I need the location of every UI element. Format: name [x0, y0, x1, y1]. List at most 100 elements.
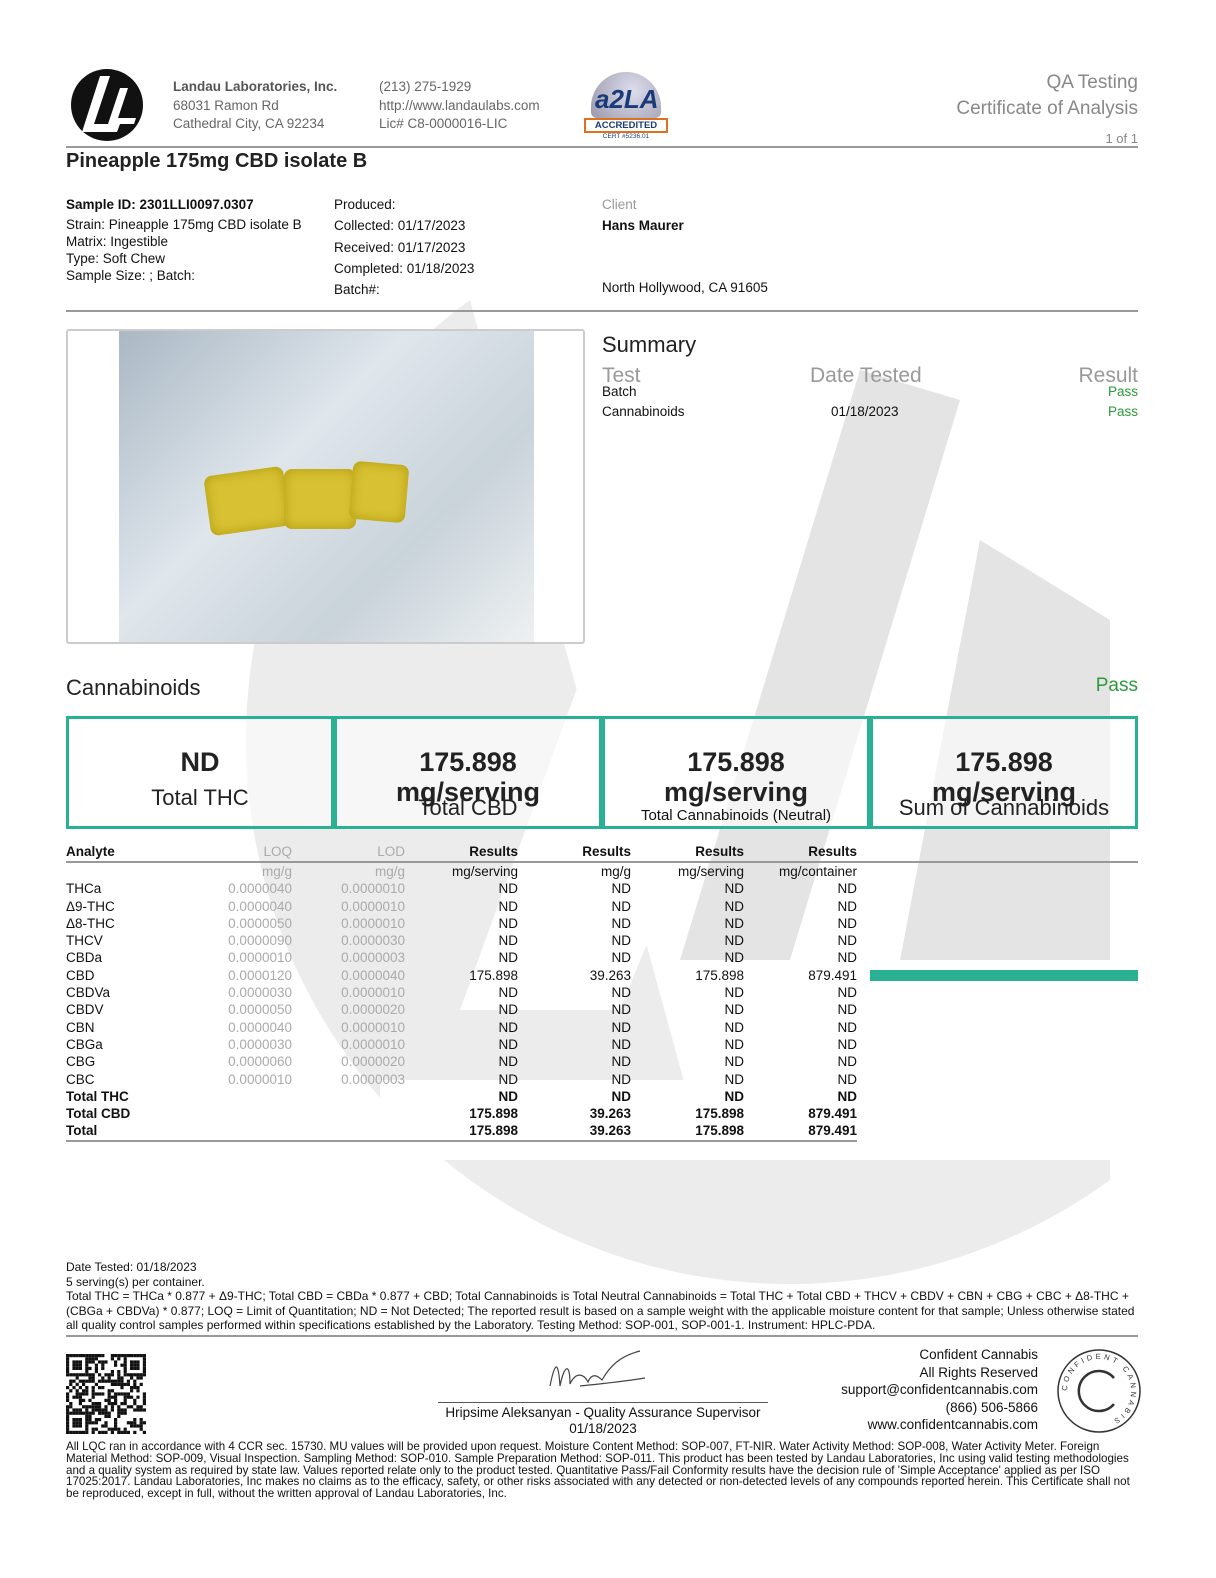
summary-test: Batch — [602, 384, 637, 399]
cell-value: 0.0000020 — [341, 1002, 405, 1018]
box-value: 175.898 — [955, 747, 1053, 777]
bar-cell — [857, 1001, 1138, 1018]
cell-value: ND — [837, 1036, 858, 1052]
sample-id: Sample ID: 2301LLI0097.0307 — [66, 197, 254, 212]
analyte-name: Total CBD — [66, 1106, 131, 1122]
box-label: Total THC — [151, 785, 249, 810]
cc-website[interactable]: www.confidentcannabis.com — [867, 1417, 1038, 1432]
produced: Produced: — [334, 197, 396, 212]
cell-value: ND — [498, 881, 519, 897]
document-type: QA Testing Certificate of Analysis 1 of … — [956, 70, 1138, 152]
website-link[interactable]: http://www.landaulabs.com — [379, 97, 540, 113]
cell-value: 175.898 — [469, 967, 518, 983]
cell-value: ND — [837, 898, 858, 914]
table-row: CBGa 0.0000030 0.0000010 ND ND ND ND — [66, 1036, 1138, 1053]
cc-email[interactable]: support@confidentcannabis.com — [841, 1382, 1038, 1397]
confident-cannabis-seal: CONFIDENT CANNABIS — [1057, 1349, 1141, 1433]
cell-value: ND — [837, 1071, 858, 1087]
cell-value: ND — [498, 950, 519, 966]
analyte-name — [66, 862, 166, 880]
bar-cell — [857, 932, 1138, 949]
cell-value — [292, 1105, 405, 1122]
sample-dates: Produced: Collected: 01/17/2023 Received… — [334, 194, 474, 300]
cell-value: 0.0000003 — [341, 1071, 405, 1087]
cell-value: 175.898 — [631, 1122, 744, 1142]
summary-row: Batch Pass — [602, 384, 1138, 399]
page-title: Pineapple 175mg CBD isolate B — [66, 150, 368, 172]
definitions-note: Total THC = THCa * 0.877 + Δ9-THC; Total… — [66, 1289, 1135, 1332]
signature-block: Hripsime Aleksanyan - Quality Assurance … — [438, 1402, 768, 1437]
cell-value: 879.491 — [744, 1122, 857, 1142]
cell-value: 175.898 — [405, 1122, 518, 1142]
cell-value: mg/g — [374, 864, 405, 879]
analyte-name: THCa — [66, 881, 102, 897]
cell-value: 175.898 — [695, 1106, 744, 1122]
company-info: Landau Laboratories, Inc. 68031 Ramon Rd… — [173, 78, 337, 134]
cell-value: 39.263 — [589, 1106, 631, 1122]
signature-date: 01/18/2023 — [569, 1421, 637, 1436]
cell-value: 0.0000010 — [341, 881, 405, 897]
analyte-name: CBGa — [66, 1036, 103, 1052]
cell-value: ND — [724, 1019, 745, 1035]
cell-value: 0.0000010 — [228, 1071, 292, 1087]
cell-value: ND — [611, 1036, 632, 1052]
bar-cell — [857, 967, 1138, 984]
cell-value: 0.0000090 — [228, 933, 292, 949]
cell-value: 0.0000040 — [228, 898, 292, 914]
cell-value: 0.0000060 — [228, 1054, 292, 1070]
box-label: Total CBD — [418, 795, 518, 820]
signature-image — [549, 1350, 646, 1387]
divider — [66, 146, 1138, 148]
sample-size: Sample Size: ; Batch: — [66, 268, 196, 283]
cell-value: ND — [837, 933, 858, 949]
cc-phone: (866) 506-5866 — [945, 1399, 1038, 1415]
cell-value: 0.0000030 — [228, 1036, 292, 1052]
column-header: Results — [405, 843, 518, 863]
table-row: CBD 0.0000120 0.0000040 175.898 39.263 175.89… — [66, 967, 1138, 984]
company-name: Landau Laboratories, Inc. — [173, 79, 338, 94]
total-thc-box: ND Total THC — [66, 716, 334, 829]
cell-value: mg/g — [261, 864, 292, 879]
cell-value — [166, 1105, 292, 1122]
cell-value: 0.0000010 — [341, 915, 405, 931]
analyte-name: Total — [66, 1122, 166, 1142]
summary-result: Pass — [1107, 384, 1138, 399]
cell-value: 0.0000010 — [341, 1019, 405, 1035]
divider — [66, 310, 1138, 312]
confident-cannabis-info: Confident Cannabis All Rights Reserved s… — [841, 1346, 1038, 1434]
summary-col-date: Date Tested — [810, 364, 922, 387]
column-header: LOQ — [166, 843, 292, 863]
cell-value: 39.263 — [589, 967, 631, 983]
notes: Date Tested: 01/18/2023 5 serving(s) per… — [66, 1260, 1138, 1333]
disclaimer: All LQC ran in accordance with 4 CCR sec… — [66, 1440, 1130, 1501]
type: Type: Soft Chew — [66, 251, 166, 266]
qr-code[interactable] — [66, 1354, 146, 1434]
doc-type-qa: QA Testing — [1046, 72, 1138, 93]
cell-value: mg/g — [600, 864, 631, 879]
cell-value: ND — [611, 881, 632, 897]
cell-value — [292, 1088, 405, 1105]
cell-value: mg/container — [778, 864, 857, 879]
total-row: Total CBD 175.898 39.263 175.898 879.491 — [66, 1105, 1138, 1122]
box-unit: mg/serving — [931, 777, 1077, 807]
contact-info: (213) 275-1929 http://www.landaulabs.com… — [379, 78, 540, 134]
cell-value: ND — [724, 1054, 745, 1070]
analyte-name: CBDa — [66, 950, 103, 966]
bar-cell — [857, 1019, 1138, 1036]
cell-value: ND — [724, 915, 745, 931]
license: Lic# C8-0000016-LIC — [379, 116, 508, 131]
analyte-name: Δ9-THC — [66, 898, 115, 914]
table-row: CBG 0.0000060 0.0000020 ND ND ND ND — [66, 1053, 1138, 1070]
cannabinoids-table: Analyte LOQ LOD Results Results Results Result… — [66, 843, 1138, 1142]
box-unit: mg/serving — [663, 777, 809, 807]
cell-value: ND — [724, 1002, 745, 1018]
summary-row: Cannabinoids 01/18/2023 Pass — [602, 404, 1138, 419]
result-bar — [870, 969, 1138, 981]
cell-value — [166, 1122, 292, 1142]
bar-cell — [857, 898, 1138, 915]
cell-value: ND — [498, 1036, 519, 1052]
table-row: Δ8-THC 0.0000050 0.0000010 ND ND ND ND — [66, 915, 1138, 932]
table-row: CBDV 0.0000050 0.0000020 ND ND ND ND — [66, 1001, 1138, 1018]
analyte-name: Δ8-THC — [66, 915, 115, 931]
summary-col-result: Result — [1078, 364, 1138, 387]
